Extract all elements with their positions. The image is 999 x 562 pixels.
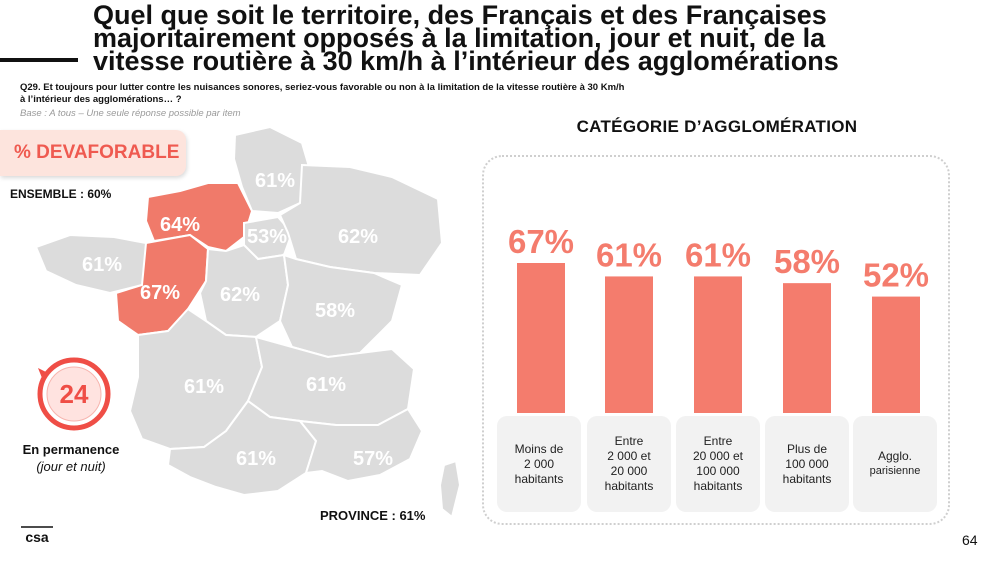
question-text: Q29. Et toujours pour lutter contre les … [20, 82, 740, 106]
bar-value-label: 61% [685, 236, 751, 273]
chart-title: CATÉGORIE D’AGGLOMÉRATION [576, 117, 858, 136]
region-hauts-de-france [232, 125, 314, 215]
bar-value-label: 67% [508, 223, 574, 260]
map-region-value: 64% [160, 214, 200, 236]
france-map: 61% 64% 53% 62% 61% 67% 62% 58% 61% 61% 61% 57% [34, 125, 462, 519]
bar-value-label: 58% [774, 243, 840, 280]
category-label-line: 100 000 [696, 464, 740, 478]
title-line: majoritairement opposés à la limitation,… [93, 23, 826, 53]
category-label: Plus de 100 000 habitants [765, 416, 849, 512]
map-region-value: 61% [306, 374, 346, 396]
title-accent-bar [0, 58, 78, 62]
region-bourgogne-franche-comte [278, 253, 404, 359]
clock-number: 24 [60, 379, 89, 409]
map-region-value: 61% [255, 170, 295, 192]
category-label-line: 2 000 [523, 456, 554, 471]
map-region-value: 61% [236, 448, 276, 470]
region-corse [438, 459, 462, 519]
bar-chart: 67% 61% 61% 58% 52% [508, 223, 929, 413]
title-line: vitesse routière à 30 km/h à l’intérieur… [93, 46, 839, 76]
clock-24-icon: 24 [37, 357, 111, 431]
badge-label: % DEVAFORABLE [14, 142, 180, 163]
map-region-value: 57% [353, 448, 393, 470]
bar [783, 283, 831, 413]
question-line: à l’intérieur des agglomérations… ? [20, 94, 182, 105]
bar [694, 276, 742, 413]
base-note: Base : A tous – Une seule réponse possib… [20, 108, 241, 119]
permanence-title: En permanence [22, 442, 120, 457]
category-label-line: 20 000 et [692, 449, 744, 463]
category-label-line: habitants [782, 471, 832, 486]
map-region-value: 61% [184, 376, 224, 398]
page-title: Quel que soit le territoire, des Françai… [93, 0, 973, 76]
category-label: Moins de 2 000 habitants [497, 416, 581, 512]
region-provence-alpes-cote-dazur [297, 407, 424, 483]
chart-frame [482, 155, 950, 525]
bar-value-label: 61% [596, 236, 662, 273]
map-region-value: 67% [140, 282, 180, 304]
question-line: Q29. Et toujours pour lutter contre les … [20, 82, 625, 93]
category-label-line: habitants [604, 479, 654, 493]
category-label-line: Plus de [786, 441, 827, 456]
title-line: Quel que soit le territoire, des Françai… [93, 0, 827, 30]
category-label-line: parisienne [869, 465, 921, 477]
province-value: PROVINCE : 61% [320, 508, 426, 523]
category-label-line: habitants [693, 479, 743, 493]
category-label-line: 20 000 [610, 464, 648, 478]
map-region-value: 58% [315, 300, 355, 322]
svg-text:csa: csa [25, 529, 49, 545]
category-label-line: Entre [614, 434, 644, 448]
category-label: Entre 20 000 et 100 000 habitants [676, 416, 760, 512]
category-label-line: Moins de [514, 441, 564, 456]
category-label: Agglo. parisienne [853, 416, 937, 512]
permanence-subtitle: (jour et nuit) [36, 459, 106, 474]
map-region-value: 62% [220, 284, 260, 306]
permanence-caption: En permanence (jour et nuit) [10, 441, 132, 475]
category-label-line: Agglo. [877, 449, 912, 463]
category-label-line: 100 000 [785, 456, 829, 471]
bar [605, 276, 653, 413]
category-label-line: Entre [703, 434, 733, 448]
page-number: 64 [962, 532, 978, 548]
category-label-line: habitants [514, 471, 564, 486]
category-label: Entre 2 000 et 20 000 habitants [587, 416, 671, 512]
map-labels: 61% 64% 53% 62% 61% 67% 62% 58% 61% 61% 61% 57% [82, 170, 393, 470]
bar [872, 296, 920, 413]
map-region-value: 62% [338, 226, 378, 248]
map-region-value: 53% [247, 226, 287, 248]
bar [517, 263, 565, 413]
bar-value-label: 52% [863, 257, 929, 294]
csa-logo: csa [21, 526, 53, 545]
region-grand-est [278, 163, 444, 277]
unfavorable-badge [0, 130, 186, 176]
category-label-line: 2 000 et [607, 449, 651, 463]
ensemble-value: ENSEMBLE : 60% [10, 187, 112, 201]
map-region-value: 61% [82, 254, 122, 276]
